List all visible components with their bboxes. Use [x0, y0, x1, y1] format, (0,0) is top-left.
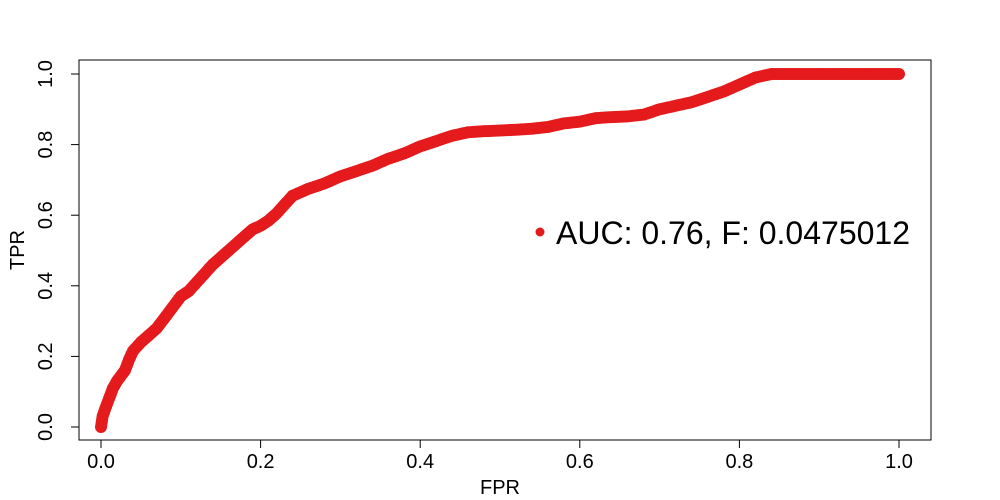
legend-marker	[535, 227, 545, 237]
x-tick-label: 0.8	[725, 451, 753, 473]
x-axis-label: FPR	[480, 477, 520, 499]
x-tick-label: 0.6	[566, 451, 594, 473]
x-tick-label: 0.0	[87, 451, 115, 473]
y-tick-label: 0.8	[35, 131, 57, 159]
axes-ticks: 0.0 0.2 0.4 0.6 0.8 1.0 0.0 0.2 0.4 0.6 0.8 1.0	[35, 60, 913, 473]
x-tick-label: 0.2	[247, 451, 275, 473]
x-tick-label: 1.0	[885, 451, 913, 473]
y-tick-label: 1.0	[35, 60, 57, 88]
y-tick-label: 0.0	[35, 413, 57, 441]
x-tick-label: 0.4	[406, 451, 434, 473]
y-tick-label: 0.4	[35, 272, 57, 300]
y-tick-label: 0.2	[35, 342, 57, 370]
y-axis-label: TPR	[7, 230, 29, 270]
roc-point	[893, 68, 905, 80]
legend-label: AUC: 0.76, F: 0.0475012	[556, 215, 910, 251]
y-tick-label: 0.6	[35, 201, 57, 229]
roc-points	[95, 68, 905, 433]
